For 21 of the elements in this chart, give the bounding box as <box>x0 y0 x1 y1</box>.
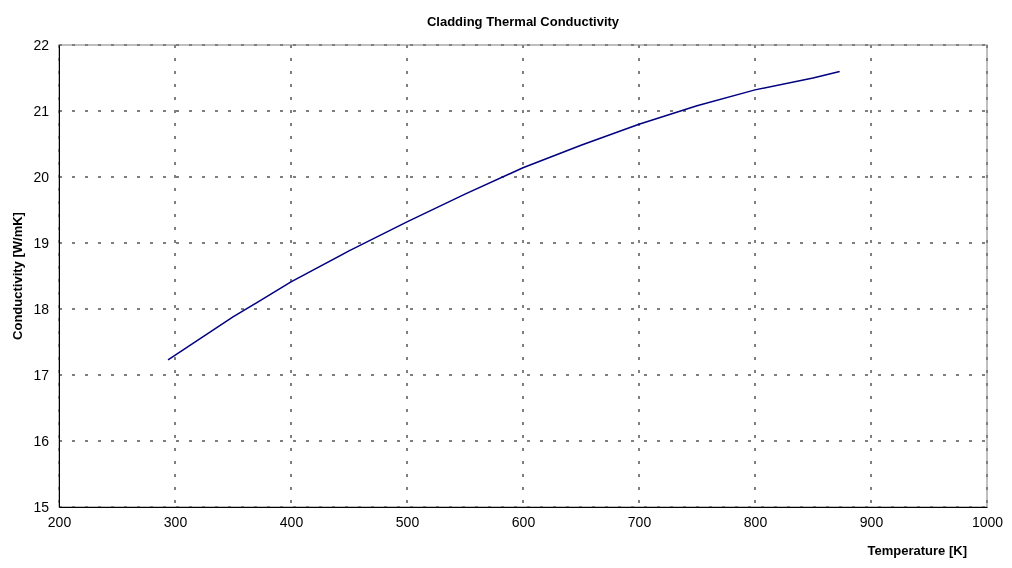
line-series <box>167 70 841 361</box>
y-axis-title: Conductivity [W/mK] <box>10 212 25 340</box>
x-tick-label: 200 <box>47 513 72 530</box>
y-tick-label: 16 <box>33 432 50 449</box>
y-tick-label: 22 <box>33 36 50 53</box>
y-tick-label: 19 <box>33 234 50 251</box>
chart-title: Cladding Thermal Conductivity <box>426 14 620 29</box>
x-tick-label: 600 <box>511 513 536 530</box>
x-tick-label: 700 <box>627 513 652 530</box>
y-tick-label: 21 <box>33 102 50 119</box>
y-tick-label: 20 <box>33 168 50 185</box>
y-tick-label: 18 <box>33 300 50 317</box>
x-tick-label: 500 <box>395 513 420 530</box>
x-tick-label: 800 <box>743 513 768 530</box>
x-tick-label: 400 <box>279 513 304 530</box>
x-tick-label: 900 <box>859 513 884 530</box>
x-axis-title: Temperature [K] <box>867 543 967 558</box>
x-tick-label: 300 <box>163 513 188 530</box>
y-tick-label: 15 <box>33 498 50 515</box>
x-tick-label: 1000 <box>971 513 1004 530</box>
y-tick-label: 17 <box>33 366 50 383</box>
